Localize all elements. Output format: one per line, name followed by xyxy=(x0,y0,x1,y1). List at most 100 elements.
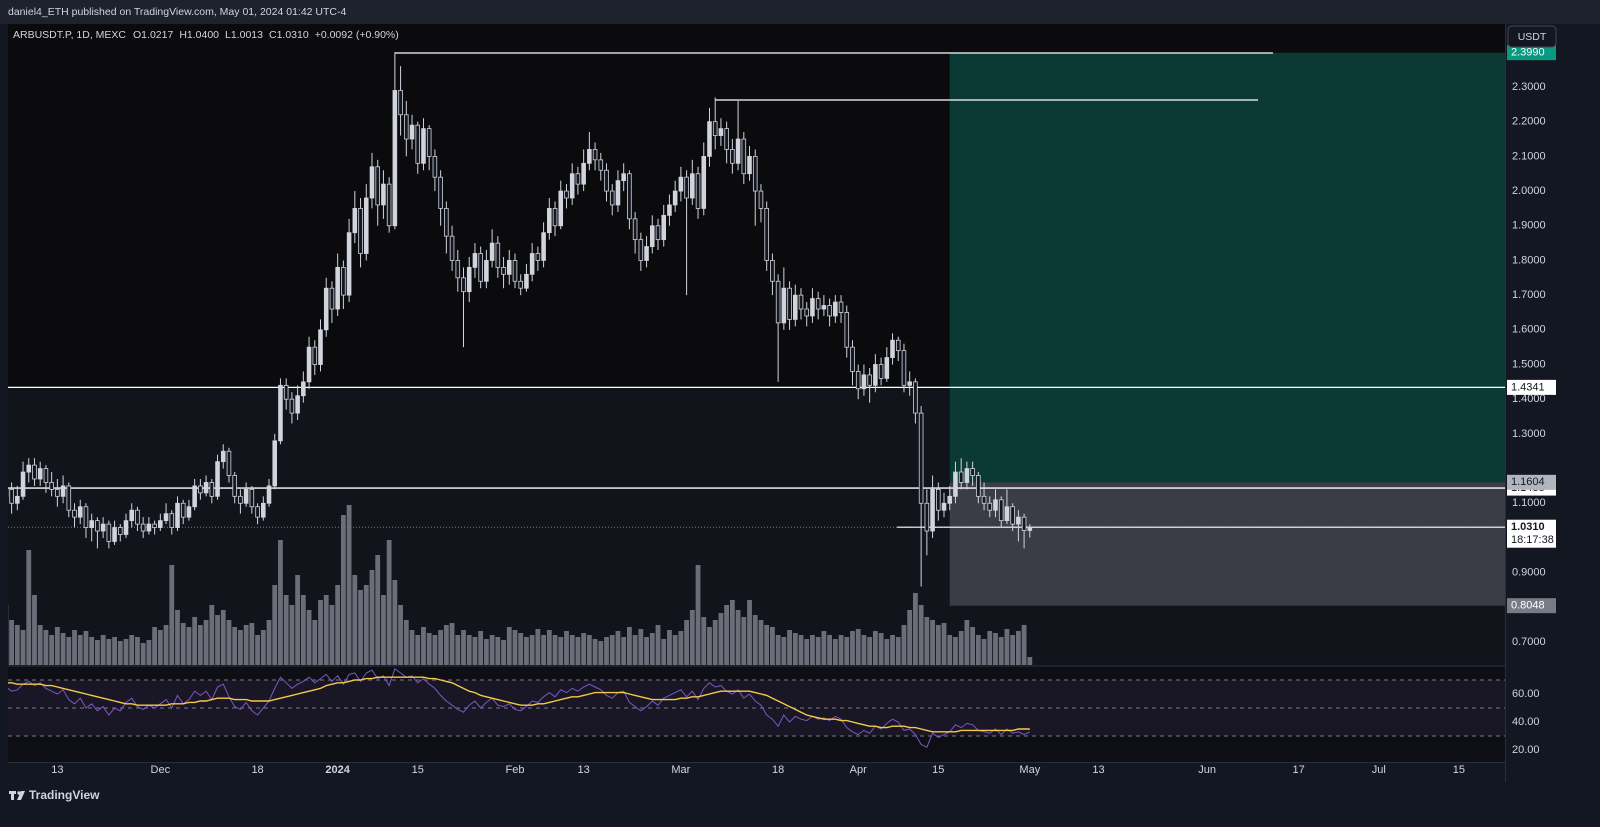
volume-bar xyxy=(964,620,970,665)
candle-body xyxy=(604,169,609,192)
legend-high: H1.0400 xyxy=(179,29,219,41)
volume-bar xyxy=(392,580,398,665)
y-tick-label: 1.6000 xyxy=(1512,324,1546,336)
candle-body xyxy=(438,176,443,209)
candle-body xyxy=(821,305,827,310)
volume-bar xyxy=(323,595,329,665)
header-text: daniel4_ETH published on TradingView.com… xyxy=(8,6,346,18)
candle-body xyxy=(930,488,935,532)
volume-bar xyxy=(981,639,987,665)
volume-bar xyxy=(998,637,1004,665)
volume-bar xyxy=(798,635,804,665)
volume-bar xyxy=(804,639,810,665)
volume-bar xyxy=(724,605,730,665)
volume-bar xyxy=(810,635,815,665)
volume-bar xyxy=(77,635,83,665)
last-price-box xyxy=(1507,519,1556,548)
volume-bar xyxy=(953,637,958,665)
volume-bar xyxy=(752,615,758,665)
volume-bar xyxy=(369,570,375,665)
volume-bar xyxy=(49,635,55,665)
candle-body xyxy=(363,197,369,254)
volume-bar xyxy=(541,635,546,665)
volume-bar xyxy=(821,631,827,665)
volume-bar xyxy=(295,575,301,665)
candle-body xyxy=(535,253,541,261)
volume-bar xyxy=(140,643,146,665)
volume-bar xyxy=(621,637,627,665)
volume-bar xyxy=(735,610,741,665)
volume-bar xyxy=(278,540,283,665)
candle-body xyxy=(684,176,689,199)
rsi-plot xyxy=(8,667,1505,748)
candle-body xyxy=(867,374,872,386)
volume-bar xyxy=(443,625,449,665)
volume-bar xyxy=(432,635,438,665)
candle-body xyxy=(266,485,272,504)
candle-body xyxy=(1016,516,1021,525)
position-profit-zone xyxy=(949,52,1505,483)
candle-body xyxy=(827,305,832,317)
volume-bar xyxy=(318,600,323,665)
candle-body xyxy=(37,468,43,480)
volume-bar xyxy=(209,605,215,665)
candle-body xyxy=(529,253,535,275)
rsi-tick-label: 40.00 xyxy=(1512,716,1540,728)
volume-bar xyxy=(552,635,558,665)
candle-body xyxy=(735,138,741,164)
candle-body xyxy=(781,287,787,324)
candle-body xyxy=(775,280,781,324)
volume-bar xyxy=(123,639,129,665)
currency-button[interactable] xyxy=(1507,25,1557,48)
axes: 0.7000 0.9000 1.1000 1.3000 1.4000 1.5000 1.60… xyxy=(51,45,1556,776)
volume-bar xyxy=(478,631,484,665)
candle-body xyxy=(232,475,237,497)
x-tick-label: Jul xyxy=(1372,764,1386,776)
volume-bar xyxy=(472,637,478,665)
candle-body xyxy=(20,471,26,497)
x-tick-label: 15 xyxy=(932,764,944,776)
x-tick-label: 17 xyxy=(1293,764,1305,776)
candle-body xyxy=(804,308,810,317)
candle-body xyxy=(792,294,798,320)
volume-bar xyxy=(861,635,867,665)
candle-body xyxy=(609,190,615,206)
volume-bar xyxy=(152,627,158,665)
candle-body xyxy=(152,523,157,528)
candle-body xyxy=(730,149,735,164)
candle-body xyxy=(375,166,380,206)
candle-body xyxy=(261,502,266,518)
candle-body xyxy=(947,495,953,504)
candle-body xyxy=(306,346,312,383)
volume-bar xyxy=(649,633,655,665)
candle-body xyxy=(752,155,758,192)
candle-body xyxy=(318,329,323,365)
volume-bar xyxy=(781,637,787,665)
volume-bar xyxy=(529,635,535,665)
candle-body xyxy=(386,183,392,227)
candle-body xyxy=(547,208,552,234)
volume-bar xyxy=(340,515,346,665)
candle-body xyxy=(129,509,135,522)
candle-body xyxy=(810,298,815,317)
volume-bar xyxy=(935,625,941,665)
candle-body xyxy=(432,155,438,178)
volume-bar xyxy=(747,600,752,665)
rsi-line xyxy=(8,676,1030,733)
x-tick-label: 18 xyxy=(772,764,784,776)
candle-body xyxy=(272,440,278,487)
volume-bar xyxy=(598,641,604,665)
volume-bar xyxy=(421,627,426,665)
volume-bar xyxy=(712,620,718,665)
volume-bar xyxy=(415,635,421,665)
candle-body xyxy=(146,523,152,532)
volume-bar xyxy=(300,595,306,665)
candle-body xyxy=(907,381,912,386)
candle-body xyxy=(569,173,575,199)
candle-body xyxy=(135,509,140,525)
target-label: 2.3990 xyxy=(1511,47,1545,59)
volume-bar xyxy=(466,635,472,665)
candle-body xyxy=(249,488,255,508)
